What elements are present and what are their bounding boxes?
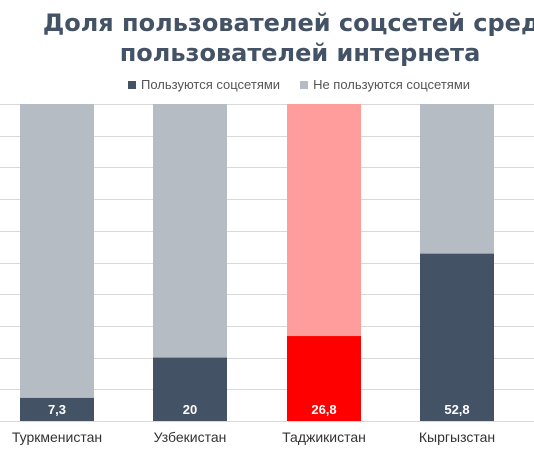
legend-item-used: Пользуются соцсетями: [128, 77, 280, 92]
bar-used-3: [287, 336, 361, 421]
legend-label-used: Пользуются соцсетями: [141, 77, 281, 92]
legend-swatch-not-used: [300, 80, 309, 89]
bar-used-2: [153, 357, 227, 421]
data-label-1: 7,3: [48, 402, 66, 417]
bar-used-4: [420, 253, 494, 421]
legend-item-not-used: Не пользуются соцсетями: [300, 77, 470, 92]
category-label-4: Кыргызстан: [419, 429, 495, 445]
chart-title-line-1: Доля пользователей соцсетей среди: [42, 9, 534, 37]
data-label-3: 26,8: [311, 402, 336, 417]
data-label-2: 20: [183, 402, 197, 417]
chart-legend: Пользуются соцсетями Не пользуются соцсе…: [128, 77, 490, 92]
category-label-2: Узбекистан: [154, 429, 227, 445]
category-label-1: Туркменистан: [12, 429, 102, 445]
bar-not-used-2: [153, 104, 227, 358]
category-label-3: Таджикистан: [282, 429, 366, 445]
chart-title: Доля пользователей соцсетей среди пользо…: [0, 8, 534, 68]
bar-not-used-1: [20, 104, 94, 398]
legend-swatch-used: [128, 80, 136, 89]
bar-not-used-4: [420, 104, 494, 254]
bar-used-1: [20, 397, 94, 421]
data-label-4: 52,8: [444, 402, 469, 417]
bar-not-used-3: [287, 104, 361, 337]
legend-label-not-used: Не пользуются соцсетями: [313, 77, 471, 92]
chart-title-line-2: пользователей интернета: [119, 39, 481, 67]
